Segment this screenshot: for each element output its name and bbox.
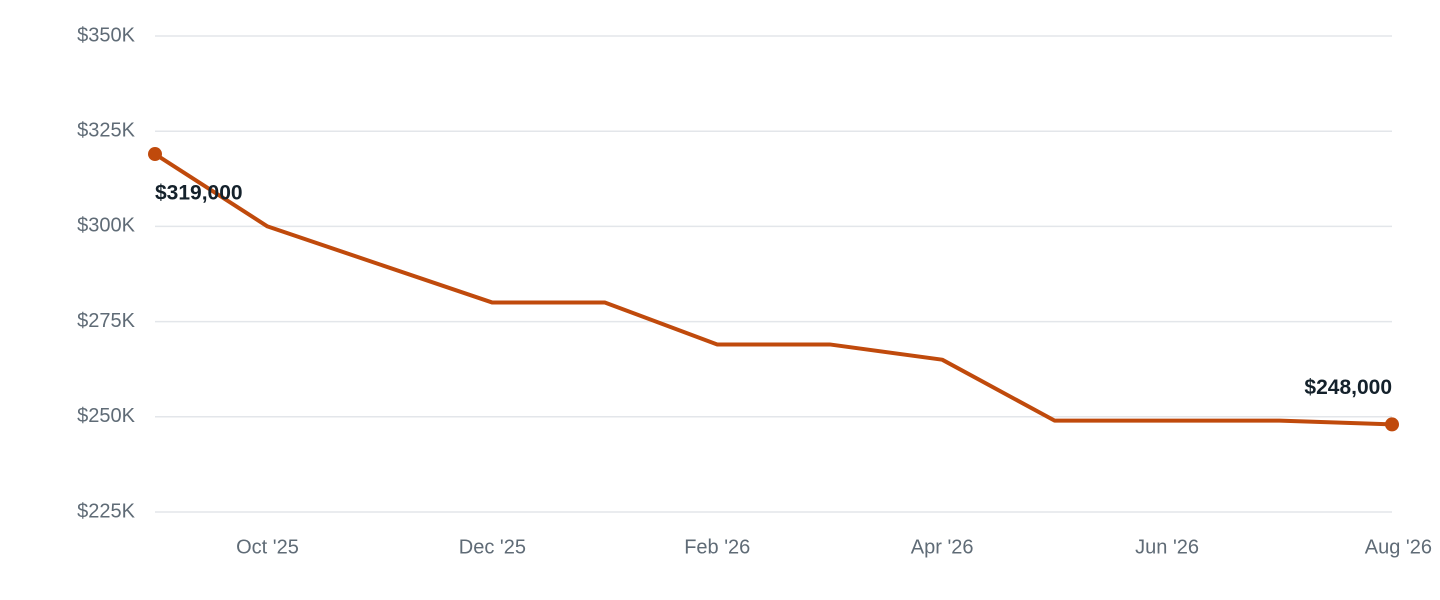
y-tick-label: $300K xyxy=(77,215,135,237)
y-tick-label: $275K xyxy=(77,310,135,332)
point xyxy=(148,147,162,162)
x-tick-label: Aug '26 xyxy=(1365,536,1432,558)
x-tick-label: Jun '26 xyxy=(1135,536,1199,558)
y-tick-label: $325K xyxy=(77,119,135,141)
x-tick-label: Oct '25 xyxy=(236,536,299,558)
x-tick-label: Feb '26 xyxy=(684,536,750,558)
data-label: $319,000 xyxy=(155,182,243,205)
y-tick-label: $350K xyxy=(77,24,135,46)
x-tick-label: Apr '26 xyxy=(911,536,974,558)
x-tick-label: Dec '25 xyxy=(459,536,526,558)
point xyxy=(1385,417,1399,432)
line xyxy=(153,152,1393,427)
data-label: $248,000 xyxy=(1304,376,1392,399)
y-tick-label: $225K xyxy=(77,500,135,522)
y-tick-label: $250K xyxy=(77,405,135,427)
